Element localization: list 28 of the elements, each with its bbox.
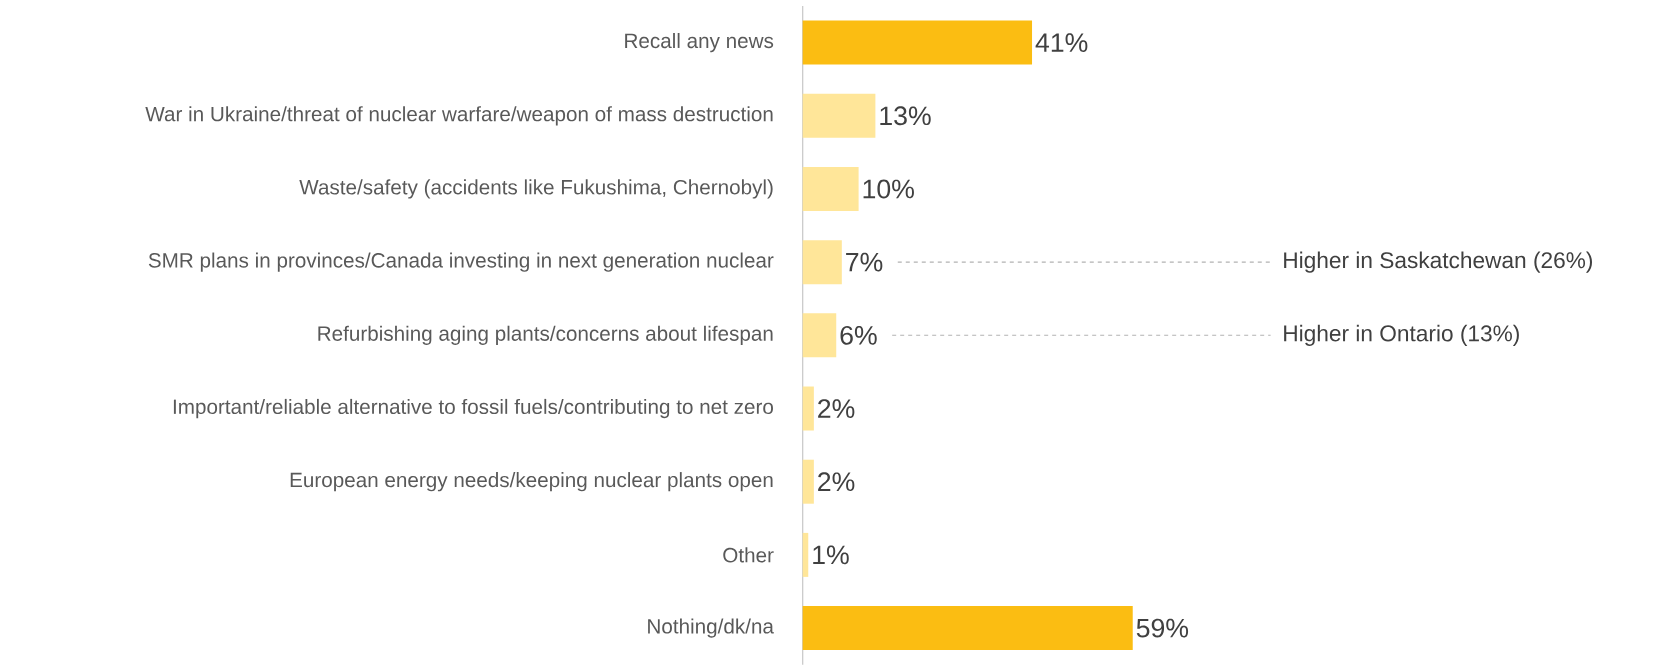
text: Higher in Saskatchewan (26%)	[1284, 251, 1593, 273]
data-label: 2%	[818, 472, 855, 492]
y-tick-label: Recall any news	[625, 32, 774, 53]
data-label: 59%	[1136, 618, 1189, 638]
y-tick-label: Refurbishing aging plants/concerns about lifespan	[318, 325, 773, 345]
bar	[802, 166, 859, 211]
bar	[802, 313, 837, 358]
data-label: 10%	[863, 179, 914, 199]
y-tick-label: SMR plans in provinces/Canada investing in next generation nuclear	[148, 252, 774, 272]
y-tick-label: Waste/safety (accidents like Fukushima, Chernobyl)	[299, 179, 773, 199]
y-tick-label: War in Ukraine/threat of nuclear warfare/weapon of mass destruction	[145, 106, 773, 126]
bar	[802, 93, 876, 138]
y-tick-label: Important/reliable alternative to fossil fuels/contributing to net zero	[173, 398, 773, 419]
data-label: 41%	[1035, 33, 1088, 52]
bar	[802, 459, 814, 504]
data-label: 7%	[846, 252, 883, 272]
y-tick-label: Nothing/dk/na	[648, 618, 774, 638]
y-tick-label: Other	[723, 547, 774, 563]
bar	[802, 240, 842, 285]
text: Higher in Ontario (13%)	[1284, 324, 1519, 346]
bar	[802, 386, 814, 431]
bar	[802, 20, 1033, 65]
data-label: 13%	[880, 106, 931, 126]
y-tick-label: European energy needs/keeping nuclear plants open	[290, 472, 773, 492]
data-label: 2%	[818, 399, 855, 418]
data-label: 6%	[840, 325, 877, 345]
data-label: 1%	[813, 545, 849, 565]
bar	[802, 606, 1133, 651]
